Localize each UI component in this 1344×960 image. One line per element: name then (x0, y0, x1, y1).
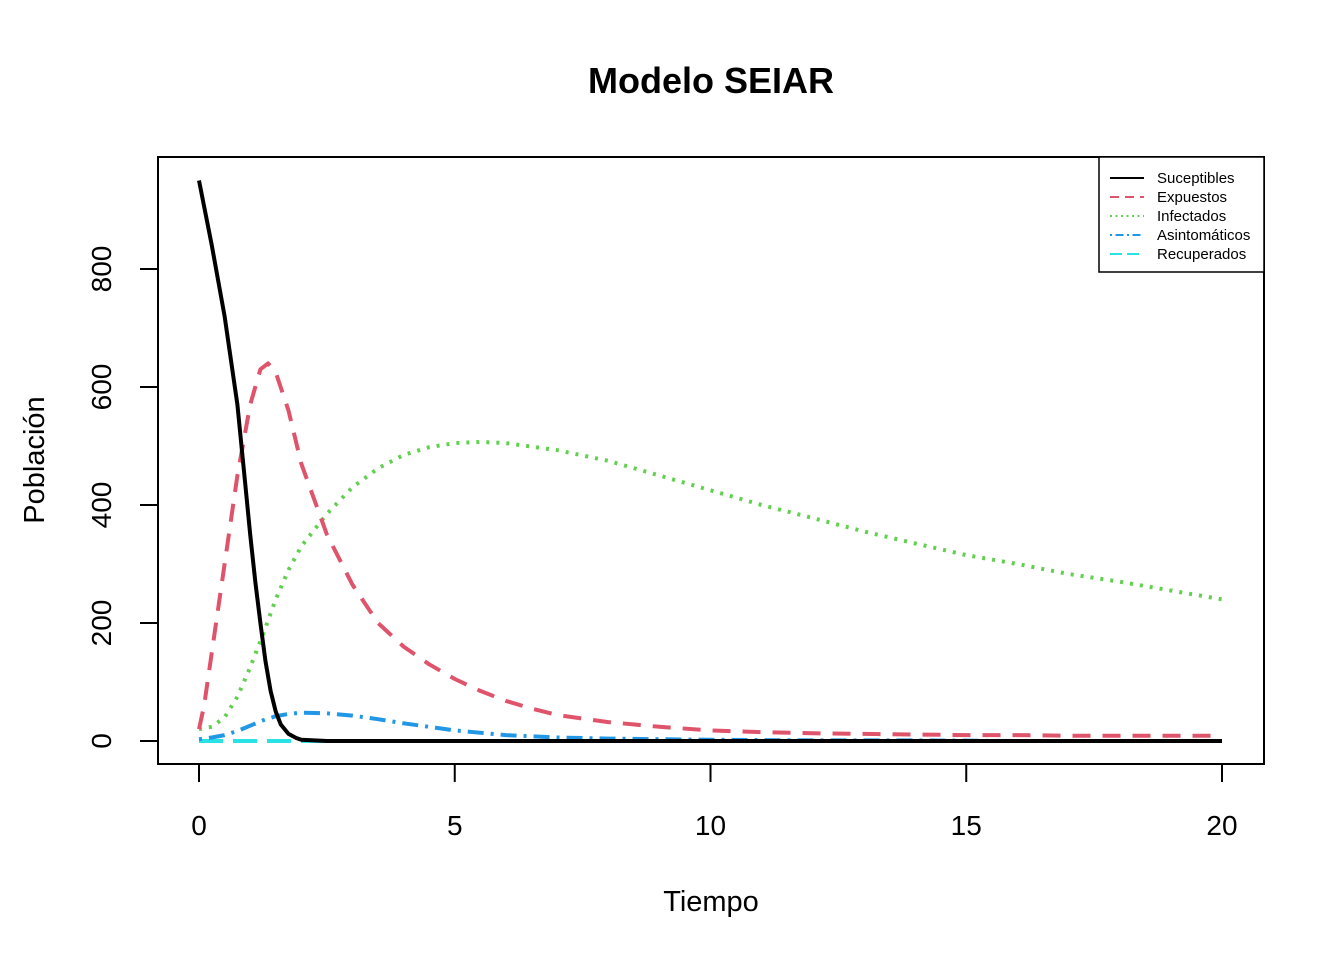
series-layer (197, 180, 1223, 743)
legend-label-0: Suceptibles (1157, 170, 1235, 187)
y-axis: 0 200 400 600 800 (86, 246, 159, 749)
x-axis-label: Tiempo (663, 886, 759, 918)
chart-title: Modelo SEIAR (588, 60, 834, 101)
y-tick-label-0: 0 (86, 733, 117, 749)
x-tick-label-3: 15 (951, 810, 982, 841)
y-tick-label-3: 600 (86, 364, 117, 411)
legend: Suceptibles Expuestos Infectados Asintomáti… (1098, 156, 1265, 273)
legend-label-1: Expuestos (1157, 189, 1227, 206)
y-tick-label-1: 200 (86, 600, 117, 647)
x-tick-label-2: 10 (695, 810, 726, 841)
legend-label-4: Recuperados (1157, 246, 1246, 263)
y-axis-label: Población (19, 396, 51, 523)
y-tick-label-2: 400 (86, 482, 117, 529)
legend-label-2: Infectados (1157, 208, 1226, 225)
plot-frame (157, 156, 1265, 765)
x-tick-label-0: 0 (191, 810, 207, 841)
x-tick-label-1: 5 (447, 810, 463, 841)
legend-label-3: Asintomáticos (1157, 227, 1250, 244)
series-line-3 (198, 710, 1222, 743)
legend-box (1098, 156, 1265, 273)
x-tick-label-4: 20 (1206, 810, 1237, 841)
series-line-0 (197, 180, 1222, 743)
y-tick-label-4: 800 (86, 246, 117, 293)
x-axis: 0 5 10 15 20 (191, 763, 1238, 841)
series-line-1 (197, 361, 1222, 738)
